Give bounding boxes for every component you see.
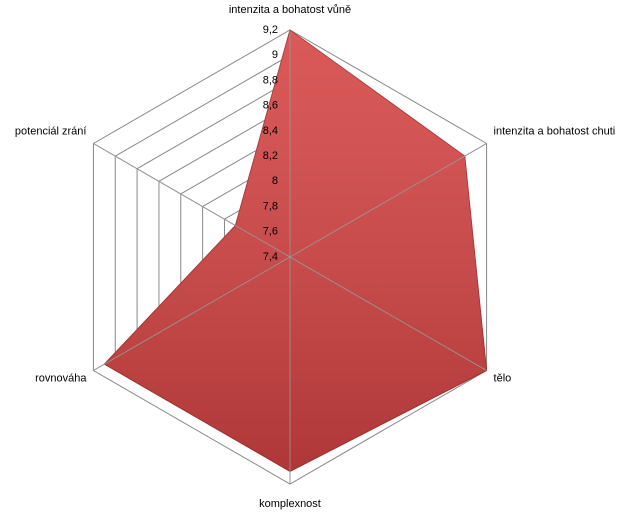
r-tick-label: 8,8 [263,74,278,86]
r-tick-label: 9,2 [263,24,278,36]
category-label: komplexnost [259,498,321,510]
spoke-overlay [289,143,487,258]
category-label: intenzita a bohatost vůně [229,4,351,16]
r-tick-label: 7,4 [263,251,278,263]
category-label: tělo [494,372,512,384]
spoke-overlay [289,256,487,371]
category-label: potenciál zrání [15,125,87,137]
r-tick-label: 8,2 [263,150,278,162]
r-tick-label: 9 [272,49,278,61]
r-tick-label: 8 [272,175,278,187]
category-label: intenzita a bohatost chuti [494,125,616,137]
spoke-overlay [93,256,291,371]
r-tick-label: 8,6 [263,100,278,112]
r-tick-label: 7,8 [263,200,278,212]
spoke-overlay [93,143,291,258]
r-tick-label: 7,6 [263,226,278,238]
r-tick-label: 8,4 [263,125,278,137]
category-label: rovnováha [35,372,87,384]
radar-shade [104,30,487,472]
